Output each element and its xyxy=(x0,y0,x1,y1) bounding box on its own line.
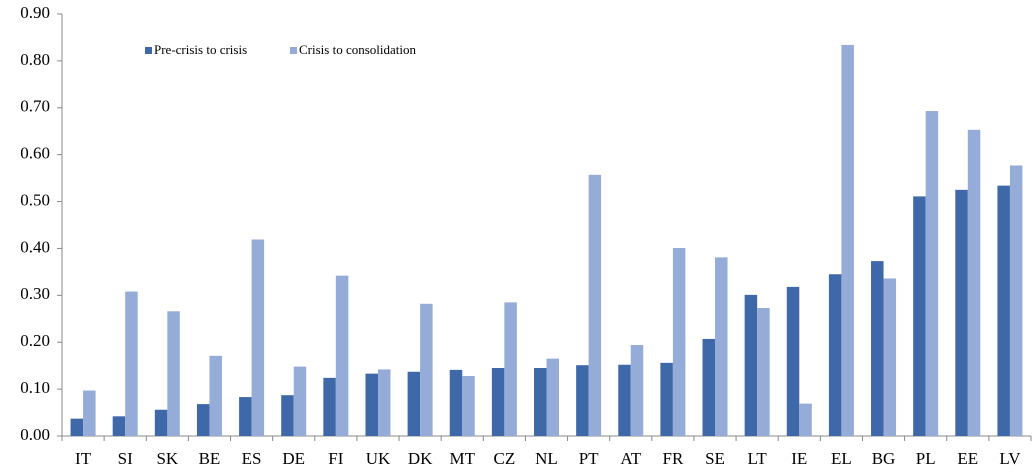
x-tick-label: IT xyxy=(75,449,92,468)
bar xyxy=(799,403,812,436)
bar xyxy=(786,286,800,436)
bar xyxy=(420,303,433,436)
bar xyxy=(715,257,728,436)
bar xyxy=(335,275,349,436)
x-tick-label: IE xyxy=(791,449,807,468)
bar xyxy=(281,395,294,436)
bar xyxy=(883,278,897,436)
bar xyxy=(660,362,673,436)
bar xyxy=(365,373,378,436)
bar xyxy=(462,375,475,436)
bar xyxy=(154,409,168,436)
bar xyxy=(702,338,716,436)
y-tick-label: 0.20 xyxy=(20,331,50,350)
y-tick-label: 0.40 xyxy=(20,237,50,256)
bar xyxy=(504,302,517,436)
bar xyxy=(125,291,138,436)
bar xyxy=(672,247,686,436)
legend-swatch xyxy=(290,47,297,54)
bar xyxy=(534,368,547,436)
y-tick-label: 0.60 xyxy=(20,144,50,163)
y-tick-label: 0.30 xyxy=(20,284,50,303)
bar xyxy=(871,261,884,436)
y-tick-label: 0.70 xyxy=(20,97,50,116)
bar xyxy=(70,418,84,436)
x-tick-label: SI xyxy=(118,449,133,468)
x-tick-label: CZ xyxy=(494,449,516,468)
bar xyxy=(83,390,96,436)
x-tick-label: DK xyxy=(408,449,433,468)
x-tick-label: UK xyxy=(366,449,391,468)
bar xyxy=(841,44,854,437)
legend-label: Pre-crisis to crisis xyxy=(154,42,247,57)
bar xyxy=(449,369,463,436)
bar xyxy=(618,364,631,436)
bar xyxy=(630,345,644,436)
x-tick-label: PT xyxy=(579,449,599,468)
bar xyxy=(744,294,758,436)
y-tick-label: 0.50 xyxy=(20,190,50,209)
bar xyxy=(239,397,252,436)
y-tick-label: 0.10 xyxy=(20,378,50,397)
bar xyxy=(112,416,126,436)
x-tick-label: BG xyxy=(872,449,896,468)
bar xyxy=(407,371,421,436)
bar xyxy=(955,189,968,436)
x-tick-label: AT xyxy=(620,449,641,468)
x-tick-label: EE xyxy=(957,449,978,468)
bar xyxy=(209,355,222,436)
bar xyxy=(196,404,210,436)
x-tick-label: DE xyxy=(282,449,305,468)
bar xyxy=(967,129,981,436)
x-tick-label: FI xyxy=(328,449,343,468)
bar xyxy=(1009,165,1023,436)
x-tick-label: FR xyxy=(662,449,683,468)
bar xyxy=(828,274,842,436)
bar xyxy=(491,368,505,436)
x-tick-label: NL xyxy=(535,449,558,468)
bar xyxy=(588,174,602,436)
bar xyxy=(377,369,391,436)
bar xyxy=(997,185,1010,436)
bar xyxy=(323,377,336,436)
legend-label: Crisis to consolidation xyxy=(299,42,417,57)
x-tick-label: LT xyxy=(748,449,768,468)
x-tick-label: SE xyxy=(705,449,725,468)
x-tick-label: MT xyxy=(449,449,475,468)
legend-swatch xyxy=(145,47,152,54)
y-tick-label: 0.00 xyxy=(20,425,50,444)
bar xyxy=(293,366,307,436)
bar xyxy=(546,358,559,436)
x-tick-label: PL xyxy=(916,449,936,468)
x-tick-label: BE xyxy=(199,449,221,468)
x-tick-label: ES xyxy=(242,449,262,468)
bar xyxy=(757,307,770,436)
bar xyxy=(925,111,939,436)
bar xyxy=(167,311,180,436)
x-tick-label: SK xyxy=(156,449,178,468)
x-tick-label: EL xyxy=(831,449,852,468)
x-tick-label: LV xyxy=(999,449,1021,468)
bar xyxy=(251,239,265,436)
y-tick-label: 0.80 xyxy=(20,50,50,69)
bar xyxy=(913,196,926,436)
bar xyxy=(576,365,589,436)
y-tick-label: 0.90 xyxy=(20,3,50,22)
